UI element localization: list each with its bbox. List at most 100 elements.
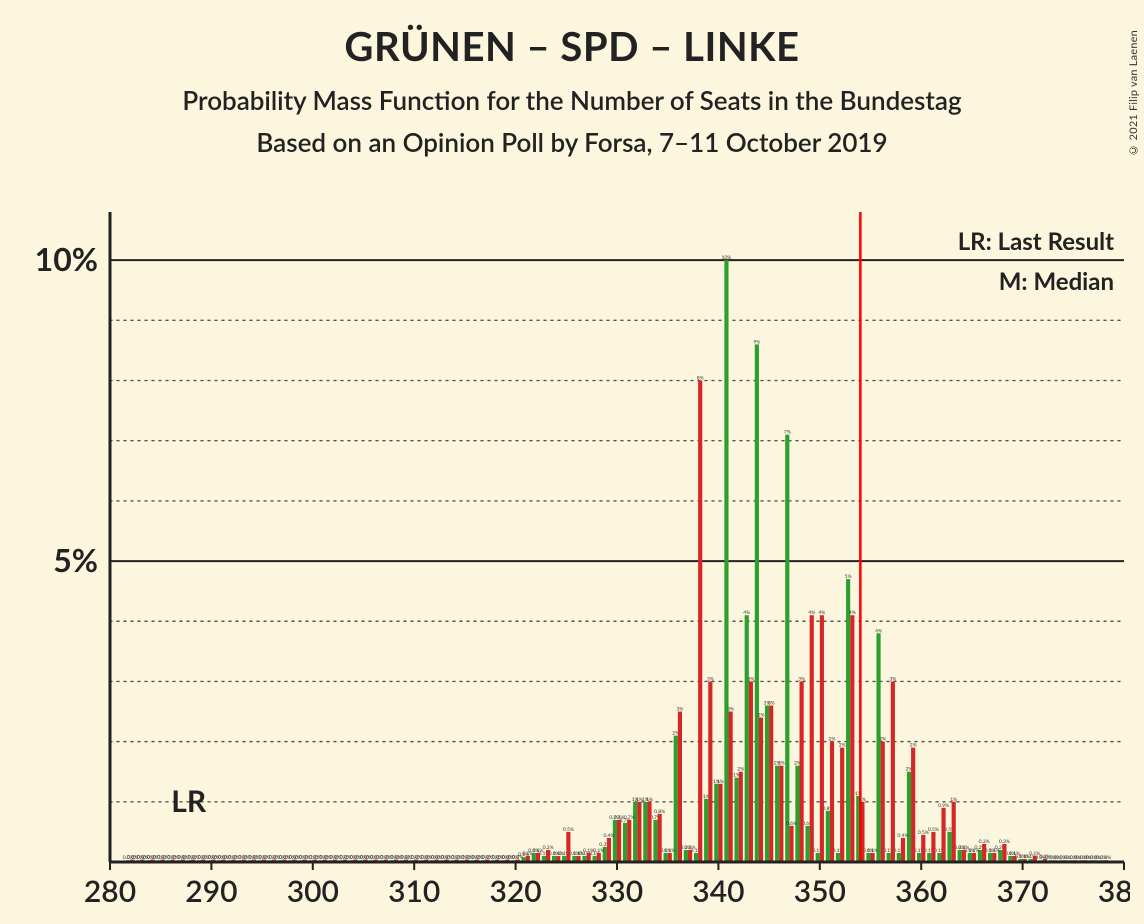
bar-green	[735, 778, 739, 862]
bar-label: 3%	[798, 676, 805, 682]
bar-green	[724, 260, 728, 862]
x-tick-label: 360	[895, 873, 947, 909]
bar-green	[623, 823, 627, 862]
bar-label: 0.5%	[563, 827, 574, 833]
bar-label: 0.3%	[979, 839, 990, 845]
bar-label: 1%	[636, 797, 643, 803]
bar-green	[806, 826, 810, 862]
bar-green	[674, 736, 678, 862]
legend-lr: LR: Last Result	[958, 227, 1114, 256]
bar-red	[810, 615, 814, 862]
legend-m: M: Median	[999, 267, 1114, 296]
bar-red	[962, 850, 966, 862]
bar-green	[846, 579, 850, 862]
bar-green	[775, 766, 779, 862]
bar-green	[643, 802, 647, 862]
bar-label: 3%	[707, 676, 714, 682]
bar-red	[789, 826, 793, 862]
bar-label: 1%	[950, 797, 957, 803]
bar-red	[759, 718, 763, 862]
chart-subtitle-2: Based on an Opinion Poll by Forsa, 7–11 …	[0, 126, 1144, 158]
x-tick-label: 350	[794, 873, 846, 909]
x-tick-label: 300	[287, 873, 339, 909]
bar-red	[698, 381, 702, 862]
bar-red	[982, 844, 986, 862]
chart-plot: 5%10%0.0%0.0%0.0%0.0%0.0%0.0%0.0%0.0%0.0…	[30, 212, 1130, 912]
bar-label: 2%	[758, 713, 765, 719]
x-tick-label: 310	[388, 873, 440, 909]
bar-label: 4%	[743, 610, 750, 616]
bar-green	[704, 799, 708, 862]
bar-green	[714, 784, 718, 862]
bar-red	[607, 838, 611, 862]
x-tick-label: 370	[996, 873, 1048, 909]
bar-label: 7%	[784, 430, 791, 436]
bar-red	[881, 742, 885, 862]
bar-green	[785, 435, 789, 862]
bar-red	[800, 681, 804, 862]
bar-green	[613, 820, 617, 862]
bar-red	[911, 748, 915, 862]
bar-red	[566, 832, 570, 862]
bar-label: 2%	[829, 737, 836, 743]
bar-red	[952, 802, 956, 862]
bar-label: 4%	[875, 628, 882, 634]
chart-svg: 5%10%0.0%0.0%0.0%0.0%0.0%0.0%0.0%0.0%0.0…	[30, 212, 1130, 912]
bar-label: 0.1%	[664, 848, 675, 854]
bar-label: 0.1%	[593, 848, 604, 854]
bar-green	[745, 615, 749, 862]
bar-red	[546, 850, 550, 862]
bar-red	[729, 712, 733, 862]
chart-subtitle-1: Probability Mass Function for the Number…	[0, 84, 1144, 116]
bar-label: 0.3%	[999, 839, 1010, 845]
bar-label: 4%	[808, 610, 815, 616]
bar-red	[678, 712, 682, 862]
bar-label: 4%	[849, 610, 856, 616]
bar-label: 0.6%	[786, 821, 797, 827]
bar-red	[769, 706, 773, 862]
bar-label: 0.0%	[1100, 855, 1111, 861]
bar-green	[765, 706, 769, 862]
bar-label: 4%	[818, 610, 825, 616]
bar-red	[739, 772, 743, 862]
bar-red	[627, 820, 631, 862]
bar-label: 0.1%	[553, 851, 564, 857]
bar-label: 2%	[839, 743, 846, 749]
bar-green	[947, 832, 951, 862]
bar-label: 3%	[676, 707, 683, 713]
bar-label: 1%	[646, 797, 653, 803]
bar-red	[941, 808, 945, 862]
bar-red	[921, 835, 925, 862]
bar-green	[653, 820, 657, 862]
bar-red	[1002, 844, 1006, 862]
x-tick-label: 340	[692, 873, 744, 909]
x-tick-label: 320	[489, 873, 541, 909]
bar-red	[891, 681, 895, 862]
bar-red	[850, 615, 854, 862]
bar-label: 2%	[879, 737, 886, 743]
bar-red	[830, 742, 834, 862]
bar-label: 0.1%	[968, 848, 979, 854]
bar-green	[907, 772, 911, 862]
bar-label: 2%	[778, 761, 785, 767]
bar-green	[826, 811, 830, 862]
bar-label: 0.9%	[938, 803, 949, 809]
bar-red	[658, 814, 662, 862]
bar-label: 10%	[722, 255, 732, 261]
y-tick-label: 5%	[53, 540, 98, 579]
bar-label: 8%	[697, 376, 704, 382]
bar-green	[633, 802, 637, 862]
bar-green	[876, 633, 880, 862]
bar-label: 5%	[845, 574, 852, 580]
bar-green	[958, 850, 962, 862]
bar-green	[795, 766, 799, 862]
bar-red	[901, 838, 905, 862]
bar-label: 0.1%	[989, 848, 1000, 854]
bar-red	[749, 681, 753, 862]
bar-red	[617, 820, 621, 862]
lr-marker: LR	[171, 783, 207, 819]
x-tick-label: 280	[84, 873, 136, 909]
bar-label: 9%	[753, 339, 760, 345]
bar-label: 2%	[737, 767, 744, 773]
bar-label: 0.4%	[603, 833, 614, 839]
